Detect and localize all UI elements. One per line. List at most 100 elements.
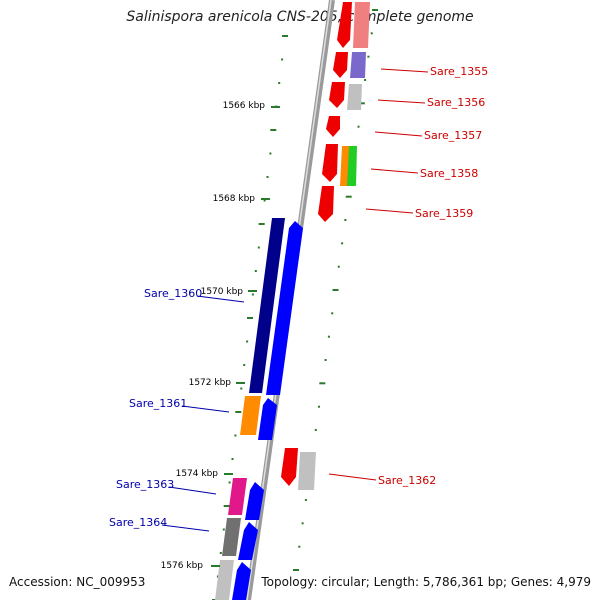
gene-label-sare-1355[interactable]: Sare_1355 [430, 65, 488, 78]
ring-tick-minor [327, 335, 330, 338]
tick-label: 1568 kbp [213, 194, 256, 204]
label-leader [377, 99, 426, 104]
feature-arrow[interactable] [318, 186, 334, 222]
feature-arrow[interactable] [326, 116, 340, 137]
ring-tick-major [372, 9, 378, 11]
label-leader [168, 486, 217, 495]
gene-label-sare-1359[interactable]: Sare_1359 [415, 207, 473, 220]
ring-tick-minor [222, 528, 225, 531]
ring-tick-major [332, 289, 339, 291]
feature-arrow[interactable] [329, 82, 345, 108]
label-leader [374, 131, 423, 137]
feature-arrow[interactable] [337, 2, 352, 48]
feature-arrow[interactable] [228, 478, 247, 515]
ring-tick-minor [344, 219, 347, 221]
ring-tick-major [247, 317, 253, 319]
feature-arrow[interactable] [215, 560, 234, 600]
ring-tick-major [293, 569, 299, 571]
gene-label-sare-1361[interactable]: Sare_1361 [129, 397, 187, 410]
tick-label: 1572 kbp [189, 378, 232, 388]
feature-arrow[interactable] [240, 396, 261, 435]
label-leader [181, 405, 230, 413]
label-leader [196, 295, 245, 303]
ring-tick-major [223, 505, 230, 507]
ring-tick-minor [314, 429, 317, 431]
gene-label-sare-1357[interactable]: Sare_1357 [424, 129, 482, 142]
feature-arrow[interactable] [266, 221, 303, 395]
ring-tick-minor [228, 481, 231, 484]
reverse-strand-features [281, 2, 370, 490]
label-leader [328, 473, 377, 481]
forward-strand-features [215, 218, 303, 600]
map-title: Salinispora arenicola CNS-205, complete … [126, 9, 474, 25]
ring-tick-minor [324, 359, 327, 361]
ring-tick-minor [240, 387, 243, 390]
label-leader [161, 524, 210, 532]
tick-label: 1576 kbp [161, 561, 204, 571]
ring-tick-minor [331, 312, 334, 315]
tick-label: 1570 kbp [201, 287, 244, 297]
right-gene-labels: Sare_1355 Sare_1356 Sare_1357 Sare_1358 … [328, 65, 488, 487]
feature-arrow[interactable] [350, 52, 366, 78]
label-leader [370, 168, 419, 174]
ring-tick-minor [298, 545, 301, 548]
gene-label-sare-1356[interactable]: Sare_1356 [427, 96, 485, 109]
accession-label: Accession: NC_009953 [9, 575, 146, 589]
ring-tick-minor [301, 522, 304, 525]
ring-tick-minor [269, 152, 272, 155]
kbp-ticks: 1566 kbp 1568 kbp 1570 kbp 1572 kbp 1574… [161, 101, 280, 571]
ring-tick-major [345, 195, 352, 198]
label-leader [380, 68, 429, 73]
ring-tick-minor [370, 32, 373, 35]
feature-arrow[interactable] [322, 144, 338, 182]
label-leader [365, 208, 414, 214]
gene-label-sare-1363[interactable]: Sare_1363 [116, 478, 174, 491]
feature-arrow[interactable] [238, 522, 258, 560]
gene-label-sare-1362[interactable]: Sare_1362 [378, 474, 436, 487]
feature-arrow[interactable] [333, 52, 348, 78]
gene-label-sare-1364[interactable]: Sare_1364 [109, 516, 167, 529]
ring-tick-minor [219, 552, 222, 554]
ring-tick-major [235, 411, 242, 413]
feature-arrow[interactable] [258, 398, 277, 440]
ring-tick-minor [337, 265, 340, 268]
left-gene-labels: Sare_1360 Sare_1361 Sare_1363 Sare_1364 [109, 287, 245, 532]
ring-tick-minor [231, 458, 234, 460]
feature-arrow[interactable] [347, 84, 362, 110]
ring-tick-major [319, 382, 326, 385]
genome-summary: Topology: circular; Length: 5,786,361 bp… [261, 575, 591, 589]
tick-label: 1574 kbp [176, 469, 219, 479]
ring-tick-minor [357, 125, 360, 128]
ring-tick-minor [318, 405, 320, 408]
ring-tick-minor [216, 575, 219, 578]
feature-arrow[interactable] [232, 562, 251, 600]
ring-tick-major [358, 102, 365, 105]
gene-label-sare-1360[interactable]: Sare_1360 [144, 287, 202, 300]
ring-tick-minor [234, 434, 237, 437]
feature-arrow[interactable] [347, 146, 357, 186]
feature-arrow[interactable] [222, 518, 241, 556]
tick-label: 1566 kbp [223, 101, 266, 111]
ring-tick-minor [364, 79, 367, 81]
ring-tick-minor [254, 270, 257, 272]
ring-tick-minor [266, 176, 269, 178]
ring-tick-major [282, 35, 288, 37]
ring-tick-minor [263, 199, 266, 202]
ring-tick-minor [243, 364, 246, 366]
feature-arrow[interactable] [353, 2, 370, 48]
gene-label-sare-1358[interactable]: Sare_1358 [420, 167, 478, 180]
ring-tick-minor [278, 82, 281, 84]
ring-tick-minor [304, 499, 307, 501]
feature-arrow[interactable] [298, 452, 316, 490]
ring-tick-minor [246, 340, 249, 343]
feature-arrow[interactable] [249, 218, 285, 393]
ring-tick-major [270, 129, 277, 131]
feature-arrow[interactable] [281, 448, 298, 486]
ring-tick-minor [281, 58, 284, 61]
ring-tick-minor [341, 242, 344, 245]
feature-arrow[interactable] [245, 482, 264, 520]
ring-tick-minor [367, 55, 370, 58]
ring-tick-minor [251, 293, 254, 296]
ring-tick-major [258, 223, 265, 225]
